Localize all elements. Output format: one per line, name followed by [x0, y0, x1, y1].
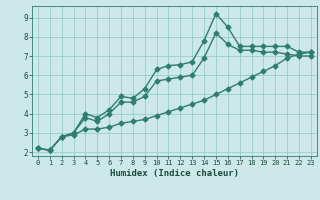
X-axis label: Humidex (Indice chaleur): Humidex (Indice chaleur) — [110, 169, 239, 178]
